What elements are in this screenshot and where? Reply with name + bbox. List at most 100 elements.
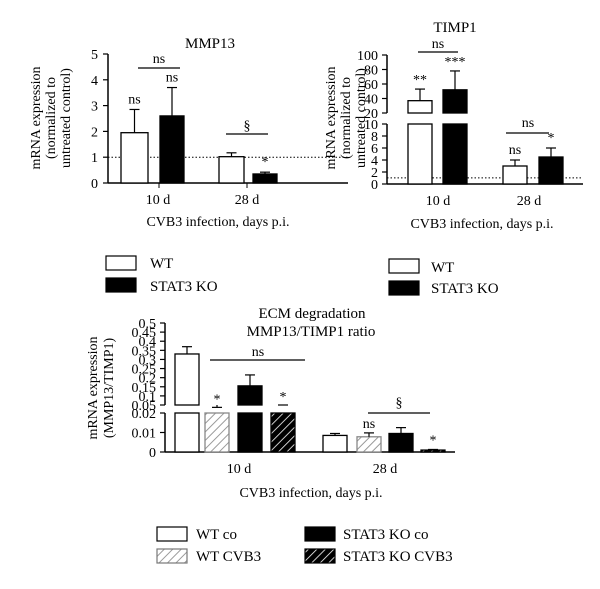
y-tick-label: 3 xyxy=(91,100,98,115)
legend-swatch-stat3ko-cvb3 xyxy=(304,548,336,564)
y-tick-label: 20 xyxy=(364,107,378,122)
y-axis-label-line: untreated control) xyxy=(354,68,369,168)
y-tick-label: 0.02 xyxy=(132,407,157,422)
chart-title: MMP13 xyxy=(185,36,235,52)
bar-label: *** xyxy=(445,55,466,70)
x-tick-label: 10 d xyxy=(146,193,171,208)
y-tick-label: 0.25 xyxy=(132,363,157,378)
bar-label: ** xyxy=(413,73,427,88)
bar-label: ns xyxy=(509,143,521,158)
x-axis-label: CVB3 infection, days p.i. xyxy=(146,215,289,230)
bar xyxy=(218,156,245,184)
legend-swatch-stat3ko xyxy=(388,280,420,296)
y-tick-label: 0.01 xyxy=(132,427,157,442)
y-tick-label: 0.4 xyxy=(139,335,157,350)
legend-swatch-wt xyxy=(105,255,137,271)
bar-label: * xyxy=(548,131,555,146)
legend-swatch-wt-co xyxy=(156,526,188,542)
legend-swatch-wt-cvb3 xyxy=(156,548,188,564)
y-tick-label: 6 xyxy=(371,142,378,157)
bar xyxy=(356,436,382,453)
legend-label: STAT3 KO xyxy=(150,279,218,295)
bar xyxy=(442,123,468,185)
legend-label: STAT3 KO xyxy=(431,281,499,297)
bar-label: ns xyxy=(363,417,375,432)
y-tick-label: 0 xyxy=(149,446,156,461)
bar xyxy=(204,412,230,453)
bar xyxy=(120,132,149,184)
y-tick-label: 100 xyxy=(357,49,378,64)
legend-swatch-wt xyxy=(388,258,420,274)
y-tick-label: 0.5 xyxy=(139,317,157,332)
bar xyxy=(270,412,296,453)
bar xyxy=(442,89,468,114)
bar xyxy=(420,449,446,453)
legend-swatch-stat3ko xyxy=(105,277,137,293)
legend-swatch-stat3ko-co xyxy=(304,526,336,542)
bar xyxy=(237,385,263,406)
x-axis-label: CVB3 infection, days p.i. xyxy=(239,486,382,501)
y-axis-label-line: untreated control) xyxy=(59,68,74,168)
bar xyxy=(407,100,433,114)
legend-label: STAT3 KO CVB3 xyxy=(343,549,453,565)
bar xyxy=(252,173,278,184)
group-label: ns xyxy=(522,116,534,131)
legend-label: WT co xyxy=(196,527,237,543)
y-tick-label: 0.05 xyxy=(132,399,157,414)
group-label: § xyxy=(244,119,251,134)
x-tick-label: 10 d xyxy=(426,194,451,209)
y-axis-label-line: (MMP13/TIMP1) xyxy=(102,337,117,438)
legend-label: STAT3 KO co xyxy=(343,527,428,543)
y-axis-label-line: mRNA expression xyxy=(324,66,339,169)
bar xyxy=(174,353,200,406)
chart-title: ECM degradation xyxy=(258,306,366,322)
chart-subtitle: MMP13/TIMP1 ratio xyxy=(247,324,376,340)
y-axis-label: mRNA expression (MMP13/TIMP1) xyxy=(86,336,117,439)
y-tick-label: 4 xyxy=(91,74,98,89)
group-label: ns xyxy=(252,345,264,360)
y-tick-label: 0.3 xyxy=(139,353,157,368)
legend-label: WT CVB3 xyxy=(196,549,261,565)
y-tick-label: 0 xyxy=(91,177,98,192)
bar xyxy=(538,156,564,185)
y-tick-label: 1 xyxy=(91,151,98,166)
bar xyxy=(174,412,200,453)
bar xyxy=(407,123,433,185)
bar xyxy=(159,115,185,184)
x-axis-label: CVB3 infection, days p.i. xyxy=(410,217,553,232)
y-tick-label: 0 xyxy=(371,178,378,193)
y-tick-label: 0.15 xyxy=(132,381,157,396)
bar xyxy=(388,432,414,453)
x-tick-label: 28 d xyxy=(517,194,542,209)
y-tick-label: 0.45 xyxy=(132,326,157,341)
y-tick-label: 8 xyxy=(371,130,378,145)
legend-timp1: WT STAT3 KO xyxy=(388,258,499,297)
y-tick-label: 10 xyxy=(364,118,378,133)
legend-label: WT xyxy=(431,260,454,276)
x-tick-label: 28 d xyxy=(373,462,398,477)
y-tick-label: 40 xyxy=(364,93,378,108)
y-tick-label: 0.2 xyxy=(139,372,157,387)
y-tick-label: 0.1 xyxy=(139,390,157,405)
panel-timp1: TIMP1 mRNA expression (normalized to unt… xyxy=(324,20,583,232)
y-tick-label: 80 xyxy=(364,64,378,79)
legend-mmp13: WT STAT3 KO xyxy=(105,255,218,295)
y-axis-label-line: (normalized to xyxy=(44,77,59,159)
bar-label: * xyxy=(280,390,287,405)
bar-label: * xyxy=(430,433,437,448)
group-label: § xyxy=(396,396,403,411)
x-tick-label: 28 d xyxy=(235,193,260,208)
x-tick-label: 10 d xyxy=(227,462,252,477)
y-tick-label: 60 xyxy=(364,78,378,93)
bar-label: * xyxy=(214,392,221,407)
y-axis-label-line: mRNA expression xyxy=(29,66,44,169)
panel-ecm: ECM degradation MMP13/TIMP1 ratio mRNA e… xyxy=(86,306,455,501)
y-tick-label: 0.35 xyxy=(132,344,157,359)
bar-label: * xyxy=(262,155,269,170)
y-axis-label-line: (normalized to xyxy=(339,77,354,159)
legend-label: WT xyxy=(150,256,173,272)
panel-mmp13: MMP13 mRNA expression (normalized to unt… xyxy=(29,36,348,230)
group-label: ns xyxy=(153,52,165,67)
y-axis-label: mRNA expression (normalized to untreated… xyxy=(29,66,74,169)
